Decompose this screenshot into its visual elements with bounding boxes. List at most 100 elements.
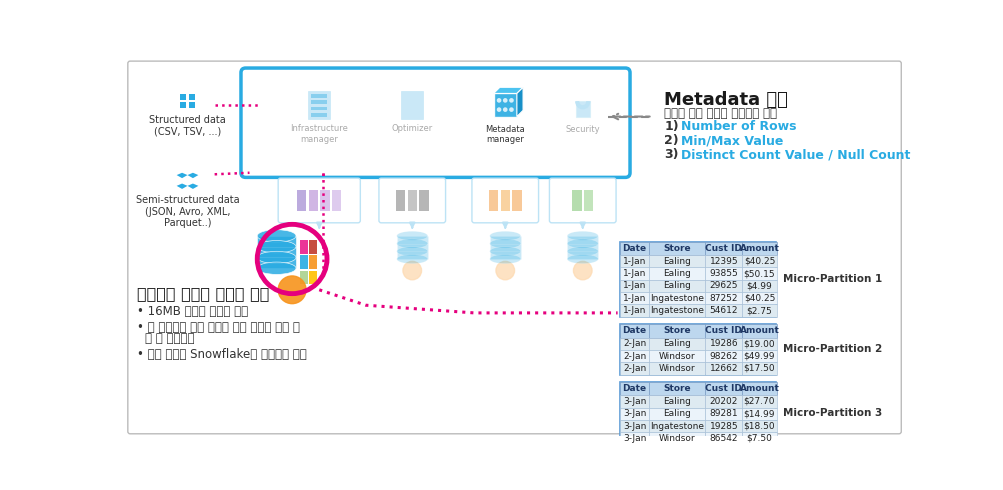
Bar xyxy=(311,94,327,98)
Ellipse shape xyxy=(489,254,521,264)
Bar xyxy=(704,242,741,255)
Text: 98262: 98262 xyxy=(709,351,737,361)
Bar xyxy=(619,420,649,432)
Bar xyxy=(619,242,775,317)
Bar xyxy=(704,432,741,444)
Bar xyxy=(649,395,704,408)
Text: $18.50: $18.50 xyxy=(743,421,774,431)
Ellipse shape xyxy=(396,246,427,256)
Bar xyxy=(180,102,187,108)
Bar xyxy=(572,190,581,211)
Ellipse shape xyxy=(489,239,521,248)
Bar xyxy=(257,246,296,257)
Text: Amount: Amount xyxy=(739,244,778,253)
Ellipse shape xyxy=(489,231,521,241)
Bar xyxy=(741,420,775,432)
Text: Structured data
(CSV, TSV, ...): Structured data (CSV, TSV, ...) xyxy=(149,115,226,137)
Bar xyxy=(619,382,649,395)
Text: Number of Rows: Number of Rows xyxy=(680,121,796,133)
Bar xyxy=(649,420,704,432)
Text: 1): 1) xyxy=(663,121,678,133)
Bar xyxy=(300,240,307,254)
Text: 3-Jan: 3-Jan xyxy=(623,409,646,418)
Text: Cust ID: Cust ID xyxy=(705,384,741,393)
Bar xyxy=(741,362,775,374)
Bar xyxy=(619,408,649,420)
Text: Security: Security xyxy=(565,125,600,134)
Bar xyxy=(704,268,741,280)
Bar xyxy=(741,395,775,408)
FancyBboxPatch shape xyxy=(378,178,445,223)
Bar xyxy=(741,324,775,338)
Ellipse shape xyxy=(396,254,427,264)
Bar xyxy=(741,338,775,350)
Text: 2): 2) xyxy=(663,134,678,147)
Bar xyxy=(488,190,497,211)
Ellipse shape xyxy=(567,239,598,248)
Bar xyxy=(741,292,775,304)
Text: $7.50: $7.50 xyxy=(746,434,771,443)
Text: Store: Store xyxy=(663,326,690,336)
Text: 54612: 54612 xyxy=(709,306,737,315)
Bar xyxy=(619,324,649,338)
Bar xyxy=(704,362,741,374)
Bar xyxy=(649,432,704,444)
Bar xyxy=(189,102,195,108)
Ellipse shape xyxy=(257,230,296,242)
Bar xyxy=(567,251,598,259)
Text: $17.50: $17.50 xyxy=(743,364,774,373)
Bar xyxy=(619,255,649,268)
Bar xyxy=(704,420,741,432)
Bar xyxy=(396,236,427,244)
FancyBboxPatch shape xyxy=(471,178,538,223)
Circle shape xyxy=(496,107,500,112)
Bar xyxy=(489,244,521,251)
Text: Semi-structured data
(JSON, Avro, XML,
Parquet..): Semi-structured data (JSON, Avro, XML, P… xyxy=(135,195,239,228)
Bar xyxy=(619,362,649,374)
Text: 12662: 12662 xyxy=(709,364,737,373)
Bar xyxy=(619,268,649,280)
Bar xyxy=(649,362,704,374)
Text: Date: Date xyxy=(622,384,646,393)
Text: 1-Jan: 1-Jan xyxy=(623,306,646,315)
Bar xyxy=(649,350,704,362)
Bar xyxy=(401,91,422,119)
Text: 1-Jan: 1-Jan xyxy=(623,294,646,303)
Ellipse shape xyxy=(257,241,296,253)
Ellipse shape xyxy=(567,231,598,241)
Bar xyxy=(311,113,327,117)
Bar xyxy=(300,270,307,284)
Bar xyxy=(704,324,741,338)
Text: Store: Store xyxy=(663,244,690,253)
Bar xyxy=(257,257,296,268)
Text: 93855: 93855 xyxy=(709,269,737,278)
Circle shape xyxy=(509,98,514,103)
Text: Ingatestone: Ingatestone xyxy=(650,306,703,315)
Bar xyxy=(396,251,427,259)
Bar xyxy=(311,100,327,104)
Bar xyxy=(619,382,775,444)
Text: 12395: 12395 xyxy=(709,257,737,266)
Bar xyxy=(619,292,649,304)
Bar xyxy=(649,382,704,395)
Text: 2-Jan: 2-Jan xyxy=(623,364,646,373)
Text: 86542: 86542 xyxy=(709,434,737,443)
Bar xyxy=(489,251,521,259)
Text: Ealing: Ealing xyxy=(663,397,690,406)
Bar xyxy=(741,255,775,268)
Bar xyxy=(320,190,329,211)
Bar xyxy=(741,408,775,420)
Bar xyxy=(649,280,704,292)
Bar xyxy=(493,94,517,117)
Bar xyxy=(489,236,521,244)
Polygon shape xyxy=(188,173,199,178)
Bar xyxy=(649,242,704,255)
Bar xyxy=(180,94,187,100)
Text: $40.25: $40.25 xyxy=(743,294,774,303)
Bar xyxy=(584,190,593,211)
Text: Store: Store xyxy=(663,384,690,393)
Text: 1-Jan: 1-Jan xyxy=(623,281,646,291)
Bar xyxy=(619,304,649,317)
Circle shape xyxy=(503,98,508,103)
Text: Infrastructure
manager: Infrastructure manager xyxy=(290,124,348,144)
